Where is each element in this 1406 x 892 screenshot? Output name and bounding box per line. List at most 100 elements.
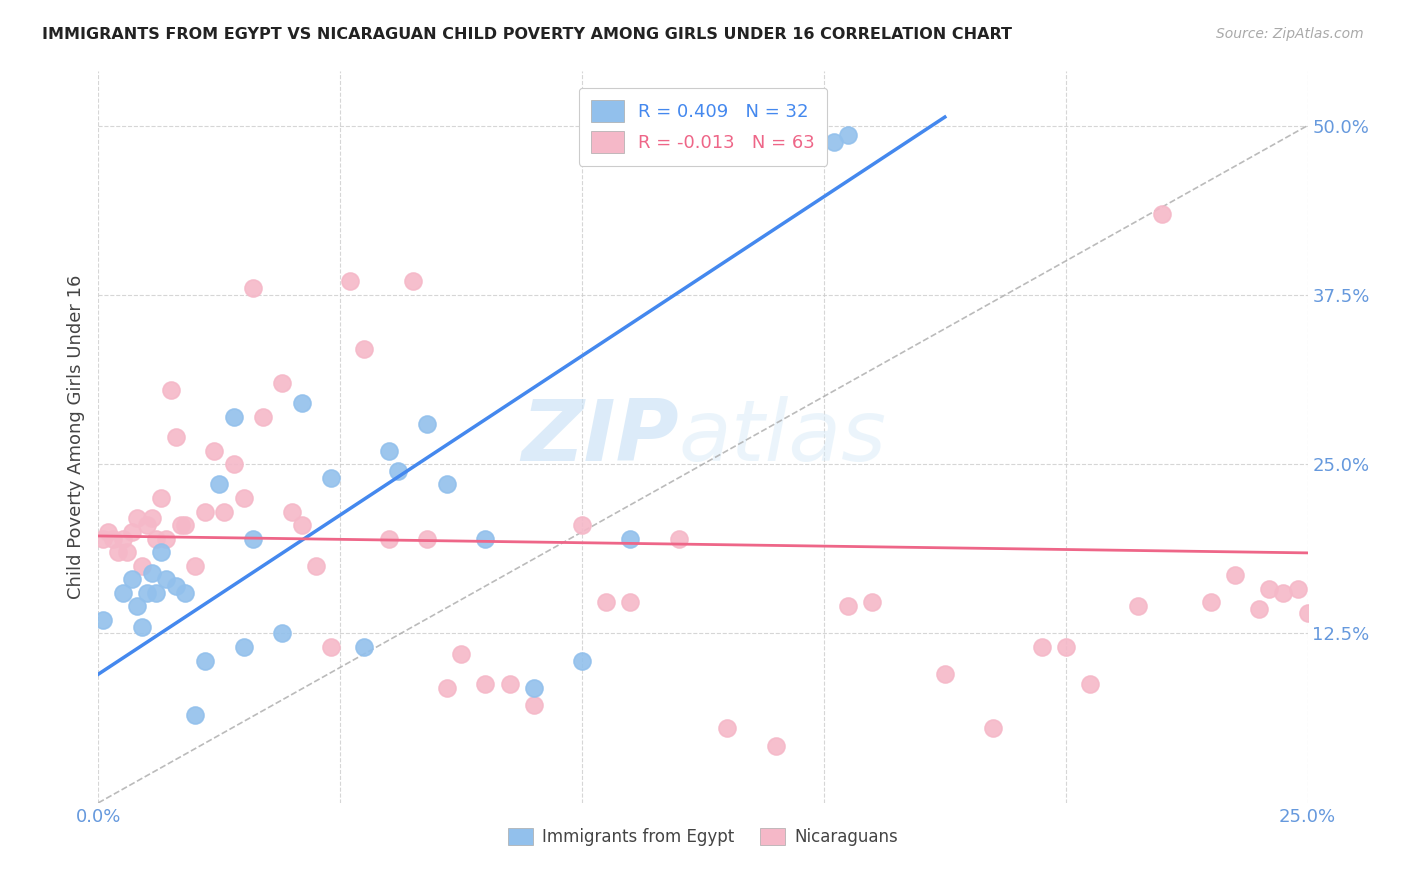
Point: [145, 586, 167, 600]
Point: [450, 647, 472, 661]
Point: [242, 281, 264, 295]
Point: [208, 477, 231, 491]
Point: [91, 532, 114, 546]
Point: [194, 654, 217, 668]
Point: [242, 532, 264, 546]
Point: [837, 128, 859, 142]
Point: [837, 599, 859, 614]
Point: [150, 545, 173, 559]
Point: [121, 524, 143, 539]
Point: [101, 532, 124, 546]
Point: [498, 676, 520, 690]
Point: [1152, 206, 1174, 220]
Point: [571, 654, 593, 668]
Point: [131, 620, 153, 634]
Point: [135, 518, 157, 533]
Point: [252, 409, 274, 424]
Point: [402, 274, 425, 288]
Point: [141, 511, 163, 525]
Point: [595, 595, 617, 609]
Point: [823, 135, 845, 149]
Point: [117, 545, 139, 559]
Point: [111, 586, 134, 600]
Point: [619, 532, 641, 546]
Point: [1128, 599, 1150, 614]
Text: atlas: atlas: [679, 395, 887, 479]
Point: [135, 586, 157, 600]
Point: [319, 471, 342, 485]
Point: [194, 505, 217, 519]
Point: [1031, 640, 1053, 654]
Point: [981, 721, 1004, 735]
Point: [474, 532, 496, 546]
Point: [339, 274, 361, 288]
Point: [353, 342, 375, 356]
Point: [150, 491, 173, 505]
Point: [1199, 595, 1222, 609]
Point: [571, 518, 593, 533]
Point: [668, 532, 690, 546]
Point: [436, 477, 458, 491]
Point: [107, 545, 129, 559]
Point: [1286, 582, 1309, 596]
Point: [1078, 676, 1101, 690]
Point: [91, 613, 114, 627]
Point: [184, 707, 207, 722]
Point: [127, 599, 149, 614]
Point: [160, 383, 183, 397]
Point: [436, 681, 458, 695]
Legend: Immigrants from Egypt, Nicaraguans: Immigrants from Egypt, Nicaraguans: [501, 822, 905, 853]
Point: [184, 558, 207, 573]
Point: [131, 558, 153, 573]
Point: [305, 558, 328, 573]
Point: [1223, 568, 1246, 582]
Point: [1249, 602, 1271, 616]
Point: [174, 518, 197, 533]
Point: [121, 572, 143, 586]
Point: [474, 676, 496, 690]
Point: [1272, 586, 1295, 600]
Point: [353, 640, 375, 654]
Point: [1257, 582, 1279, 596]
Text: Source: ZipAtlas.com: Source: ZipAtlas.com: [1216, 27, 1364, 41]
Text: IMMIGRANTS FROM EGYPT VS NICARAGUAN CHILD POVERTY AMONG GIRLS UNDER 16 CORRELATI: IMMIGRANTS FROM EGYPT VS NICARAGUAN CHIL…: [42, 27, 1012, 42]
Point: [860, 595, 883, 609]
Point: [165, 430, 187, 444]
Point: [934, 667, 956, 681]
Point: [271, 376, 294, 390]
Point: [1054, 640, 1077, 654]
Point: [204, 443, 226, 458]
Point: [271, 626, 294, 640]
Point: [523, 681, 546, 695]
Point: [765, 739, 787, 753]
Point: [232, 640, 254, 654]
Point: [232, 491, 254, 505]
Point: [155, 532, 177, 546]
Point: [416, 532, 439, 546]
Point: [111, 532, 134, 546]
Point: [290, 396, 312, 410]
Point: [141, 566, 163, 580]
Point: [145, 532, 167, 546]
Point: [174, 586, 197, 600]
Y-axis label: Child Poverty Among Girls Under 16: Child Poverty Among Girls Under 16: [66, 275, 84, 599]
Point: [222, 409, 245, 424]
Point: [1296, 606, 1319, 620]
Point: [281, 505, 304, 519]
Point: [716, 721, 738, 735]
Point: [165, 579, 187, 593]
Point: [169, 518, 191, 533]
Point: [97, 524, 120, 539]
Point: [377, 532, 399, 546]
Point: [387, 464, 409, 478]
Point: [619, 595, 641, 609]
Point: [127, 511, 149, 525]
Point: [416, 417, 439, 431]
Point: [222, 457, 245, 471]
Point: [523, 698, 546, 713]
Point: [290, 518, 312, 533]
Point: [212, 505, 235, 519]
Text: ZIP: ZIP: [522, 395, 679, 479]
Point: [319, 640, 342, 654]
Point: [377, 443, 399, 458]
